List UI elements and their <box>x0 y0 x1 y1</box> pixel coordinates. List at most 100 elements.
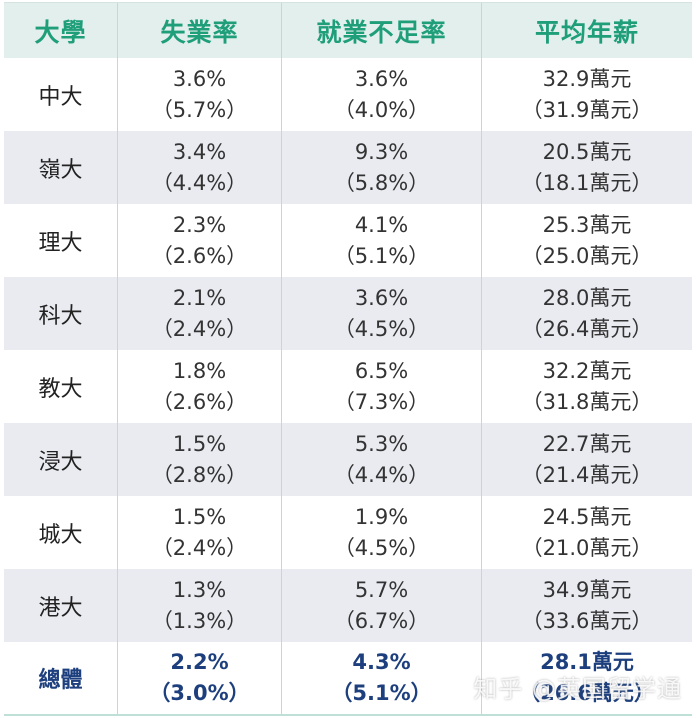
unemployment-cell: 1.3% （1.3%） <box>118 569 282 642</box>
previous-value: （25.0萬元） <box>521 243 653 268</box>
previous-value: （2.4%） <box>151 316 248 341</box>
current-value: 34.9萬元 <box>542 577 632 602</box>
salary-cell: 28.0萬元 （26.4萬元） <box>482 277 692 350</box>
university-cell: 總體 <box>4 642 118 714</box>
table-row: 港大 1.3% （1.3%） 5.7% （6.7%） 34.9萬元 （33.6萬元） <box>4 569 692 642</box>
salary-cell: 20.5萬元 （18.1萬元） <box>482 131 692 204</box>
university-name: 浸大 <box>38 449 83 475</box>
previous-value: （18.1萬元） <box>521 170 653 195</box>
previous-value: （4.5%） <box>333 535 430 560</box>
underemployment-cell: 4.3% （5.1%） <box>282 642 482 714</box>
previous-value: （26.4萬元） <box>521 316 653 341</box>
previous-value: （4.0%） <box>333 97 430 122</box>
current-value: 3.6% <box>354 66 409 91</box>
table-row: 嶺大 3.4% （4.4%） 9.3% （5.8%） 20.5萬元 （18.1萬元） <box>4 131 692 204</box>
current-value: 5.7% <box>354 577 409 602</box>
previous-value: （2.6%） <box>151 243 248 268</box>
current-value: 32.9萬元 <box>542 66 632 91</box>
previous-value: （5.1%） <box>331 681 432 705</box>
salary-cell: 32.9萬元 （31.9萬元） <box>482 58 692 131</box>
university-cell: 嶺大 <box>4 131 118 204</box>
previous-value: （31.9萬元） <box>521 97 653 122</box>
current-value: 1.9% <box>354 504 409 529</box>
current-value: 2.3% <box>172 212 227 237</box>
current-value: 24.5萬元 <box>542 504 632 529</box>
unemployment-cell: 3.6% （5.7%） <box>118 58 282 131</box>
current-value: 3.6% <box>172 66 227 91</box>
previous-value: （1.3%） <box>151 608 248 633</box>
underemployment-cell: 3.6% （4.5%） <box>282 277 482 350</box>
previous-value: （26.6萬元） <box>519 681 655 705</box>
previous-value: （5.1%） <box>333 243 430 268</box>
university-name: 港大 <box>38 595 83 621</box>
university-cell: 科大 <box>4 277 118 350</box>
header-university: 大學 <box>4 3 118 58</box>
table-row: 教大 1.8% （2.6%） 6.5% （7.3%） 32.2萬元 （31.8萬元） <box>4 350 692 423</box>
underemployment-cell: 1.9% （4.5%） <box>282 496 482 569</box>
current-value: 3.6% <box>354 285 409 310</box>
table-row: 城大 1.5% （2.4%） 1.9% （4.5%） 24.5萬元 （21.0萬元） <box>4 496 692 569</box>
university-cell: 港大 <box>4 569 118 642</box>
table-header-row: 大學 失業率 就業不足率 平均年薪 <box>4 2 692 58</box>
previous-value: （2.6%） <box>151 389 248 414</box>
salary-cell: 34.9萬元 （33.6萬元） <box>482 569 692 642</box>
previous-value: （33.6萬元） <box>521 608 653 633</box>
table-row: 浸大 1.5% （2.8%） 5.3% （4.4%） 22.7萬元 （21.4萬元） <box>4 423 692 496</box>
table-row: 科大 2.1% （2.4%） 3.6% （4.5%） 28.0萬元 （26.4萬元） <box>4 277 692 350</box>
current-value: 4.3% <box>352 650 411 674</box>
header-label: 失業率 <box>160 17 239 47</box>
underemployment-cell: 5.7% （6.7%） <box>282 569 482 642</box>
current-value: 1.5% <box>172 504 227 529</box>
current-value: 9.3% <box>354 139 409 164</box>
university-cell: 理大 <box>4 204 118 277</box>
previous-value: （31.8萬元） <box>521 389 653 414</box>
university-name: 理大 <box>38 230 83 256</box>
current-value: 20.5萬元 <box>542 139 632 164</box>
current-value: 25.3萬元 <box>542 212 632 237</box>
university-name: 中大 <box>38 84 83 110</box>
header-label: 大學 <box>34 17 87 47</box>
university-cell: 教大 <box>4 350 118 423</box>
previous-value: （4.4%） <box>333 462 430 487</box>
employment-table: 大學 失業率 就業不足率 平均年薪 中大 3.6% （5.7%） 3.6% （4.0… <box>4 2 692 716</box>
current-value: 22.7萬元 <box>542 431 632 456</box>
unemployment-cell: 1.8% （2.6%） <box>118 350 282 423</box>
unemployment-cell: 1.5% （2.4%） <box>118 496 282 569</box>
salary-cell: 28.1萬元 （26.6萬元） <box>482 642 692 714</box>
unemployment-cell: 2.3% （2.6%） <box>118 204 282 277</box>
watermark: 知乎 @英国留学通 <box>473 675 682 703</box>
header-salary: 平均年薪 <box>482 3 692 58</box>
current-value: 2.2% <box>170 650 229 674</box>
previous-value: （5.7%） <box>151 97 248 122</box>
university-cell: 中大 <box>4 58 118 131</box>
current-value: 1.5% <box>172 431 227 456</box>
current-value: 5.3% <box>354 431 409 456</box>
previous-value: （3.0%） <box>149 681 250 705</box>
underemployment-cell: 6.5% （7.3%） <box>282 350 482 423</box>
previous-value: （7.3%） <box>333 389 430 414</box>
unemployment-cell: 3.4% （4.4%） <box>118 131 282 204</box>
salary-cell: 24.5萬元 （21.0萬元） <box>482 496 692 569</box>
salary-cell: 22.7萬元 （21.4萬元） <box>482 423 692 496</box>
previous-value: （5.8%） <box>333 170 430 195</box>
underemployment-cell: 5.3% （4.4%） <box>282 423 482 496</box>
header-label: 就業不足率 <box>316 17 447 47</box>
current-value: 28.0萬元 <box>542 285 632 310</box>
current-value: 1.8% <box>172 358 227 383</box>
unemployment-cell: 2.1% （2.4%） <box>118 277 282 350</box>
table-total-row: 總體 2.2% （3.0%） 4.3% （5.1%） 28.1萬元 （26.6萬元） <box>4 642 692 716</box>
previous-value: （2.4%） <box>151 535 248 560</box>
current-value: 4.1% <box>354 212 409 237</box>
total-label: 總體 <box>38 668 83 693</box>
table-row: 理大 2.3% （2.6%） 4.1% （5.1%） 25.3萬元 （25.0萬元） <box>4 204 692 277</box>
unemployment-cell: 2.2% （3.0%） <box>118 642 282 714</box>
unemployment-cell: 1.5% （2.8%） <box>118 423 282 496</box>
previous-value: （4.5%） <box>333 316 430 341</box>
previous-value: （21.4萬元） <box>521 462 653 487</box>
header-label: 平均年薪 <box>534 17 639 47</box>
salary-cell: 25.3萬元 （25.0萬元） <box>482 204 692 277</box>
university-cell: 城大 <box>4 496 118 569</box>
university-name: 教大 <box>38 376 83 402</box>
current-value: 6.5% <box>354 358 409 383</box>
current-value: 28.1萬元 <box>540 650 634 674</box>
